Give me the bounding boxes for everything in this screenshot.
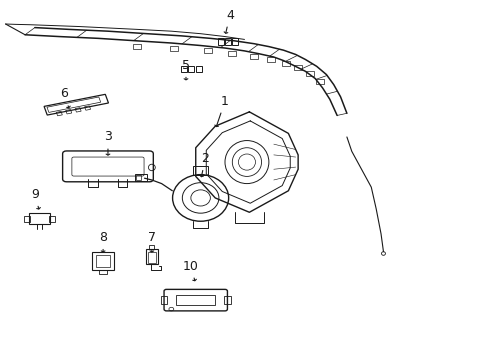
- Text: 9: 9: [31, 188, 41, 209]
- Bar: [217, 38, 223, 45]
- Text: 7: 7: [147, 231, 156, 252]
- Bar: [135, 174, 147, 181]
- Bar: [146, 249, 158, 264]
- Bar: [96, 255, 110, 267]
- Bar: [92, 252, 114, 270]
- Bar: [193, 166, 207, 175]
- Bar: [49, 216, 55, 222]
- Bar: [203, 48, 211, 53]
- Bar: [99, 270, 107, 274]
- Text: 10: 10: [183, 260, 199, 281]
- Bar: [136, 175, 141, 180]
- Bar: [181, 66, 186, 72]
- Bar: [84, 106, 90, 110]
- Bar: [294, 65, 302, 70]
- Bar: [316, 78, 324, 84]
- Bar: [29, 213, 50, 224]
- Bar: [306, 71, 314, 76]
- Bar: [133, 44, 141, 49]
- Text: 3: 3: [104, 130, 112, 155]
- Bar: [56, 111, 62, 116]
- Bar: [169, 46, 177, 51]
- Bar: [188, 66, 194, 72]
- Bar: [75, 108, 81, 112]
- Text: 8: 8: [99, 231, 107, 252]
- Bar: [224, 296, 230, 305]
- Bar: [24, 216, 30, 222]
- Bar: [232, 38, 238, 45]
- Text: 1: 1: [214, 95, 228, 127]
- Text: 4: 4: [224, 9, 233, 33]
- Bar: [228, 51, 236, 56]
- Bar: [195, 66, 201, 72]
- Text: 2: 2: [200, 152, 209, 177]
- Bar: [282, 60, 289, 66]
- Bar: [267, 57, 275, 62]
- Bar: [250, 54, 258, 59]
- Text: 6: 6: [60, 87, 70, 108]
- Text: 5: 5: [182, 59, 190, 80]
- Bar: [65, 109, 72, 114]
- Bar: [176, 295, 215, 305]
- Bar: [160, 296, 167, 305]
- Bar: [44, 94, 108, 115]
- Bar: [224, 38, 230, 45]
- Bar: [47, 97, 101, 112]
- Bar: [148, 252, 156, 263]
- Bar: [149, 245, 154, 249]
